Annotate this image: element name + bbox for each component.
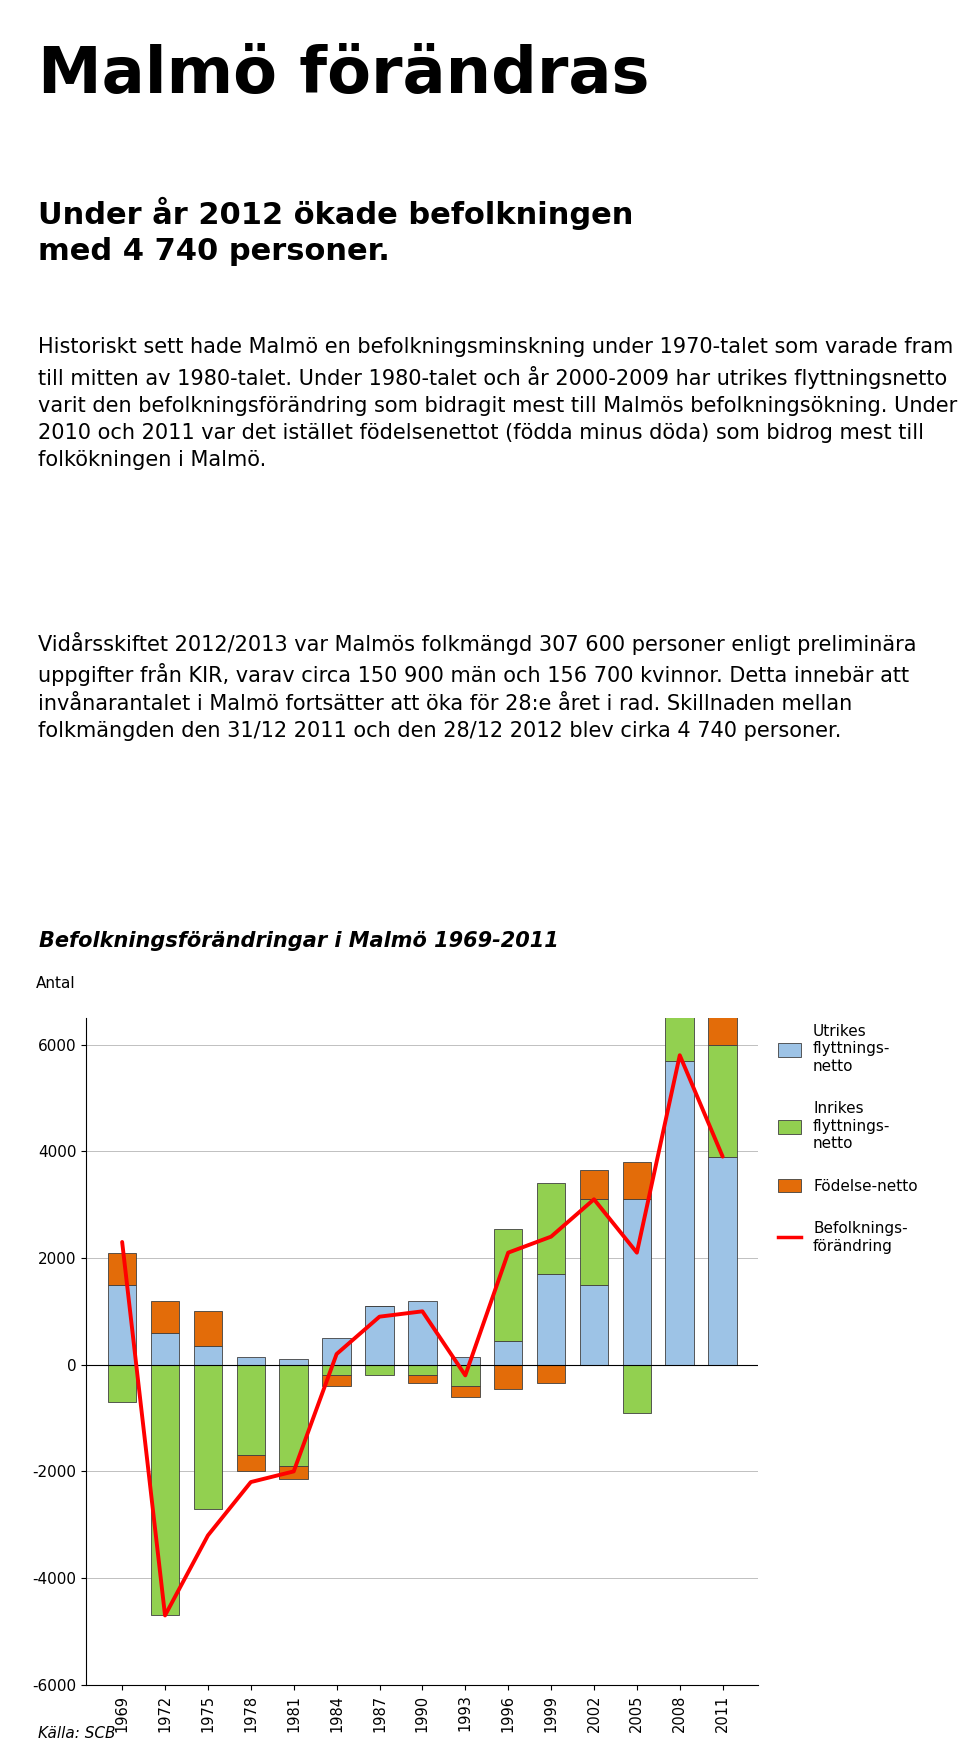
Bar xyxy=(279,1365,308,1465)
Bar xyxy=(408,1376,437,1383)
Bar xyxy=(236,1365,265,1455)
Text: Historiskt sett hade Malmö en befolkningsminskning under 1970-talet som varade f: Historiskt sett hade Malmö en befolkning… xyxy=(38,337,958,470)
Bar xyxy=(194,1365,222,1509)
Bar xyxy=(451,1357,480,1365)
Bar xyxy=(537,1365,565,1383)
Bar xyxy=(365,1365,394,1376)
Bar xyxy=(665,1060,694,1365)
Bar xyxy=(708,1157,737,1365)
Bar xyxy=(151,1300,180,1332)
Bar xyxy=(365,1306,394,1365)
Bar xyxy=(665,916,694,955)
Bar xyxy=(194,1346,222,1365)
Text: Under år 2012 ökade befolkningen
med 4 740 personer.: Under år 2012 ökade befolkningen med 4 7… xyxy=(38,197,634,265)
Bar xyxy=(151,1365,180,1615)
Bar xyxy=(236,1455,265,1471)
Bar xyxy=(623,1162,651,1199)
Legend: Utrikes
flyttnings-
netto, Inrikes
flyttnings-
netto, Födelse-netto, Befolknings: Utrikes flyttnings- netto, Inrikes flytt… xyxy=(772,1018,924,1260)
Bar xyxy=(493,1341,522,1365)
Bar xyxy=(580,1285,609,1365)
Bar xyxy=(493,1365,522,1388)
Text: Befolkningsförändringar i Malmö 1969-2011: Befolkningsförändringar i Malmö 1969-201… xyxy=(39,932,559,951)
Text: Malmö förändras: Malmö förändras xyxy=(38,44,650,105)
Bar xyxy=(323,1376,351,1386)
Bar xyxy=(537,1183,565,1274)
Bar xyxy=(623,1365,651,1413)
Text: Vidårsskiftet 2012/2013 var Malmös folkmängd 307 600 personer enligt preliminära: Vidårsskiftet 2012/2013 var Malmös folkm… xyxy=(38,632,917,741)
Bar xyxy=(708,932,737,1044)
Bar xyxy=(108,1253,136,1285)
Text: Källa: SCB: Källa: SCB xyxy=(38,1725,116,1741)
Bar xyxy=(279,1360,308,1365)
Bar xyxy=(623,1199,651,1365)
Bar xyxy=(580,1199,609,1285)
Bar xyxy=(236,1357,265,1365)
Bar xyxy=(108,1285,136,1365)
Bar xyxy=(279,1465,308,1479)
Bar xyxy=(580,1171,609,1199)
Bar xyxy=(537,1274,565,1365)
Bar xyxy=(323,1365,351,1376)
Bar xyxy=(151,1332,180,1365)
Bar xyxy=(408,1300,437,1365)
Bar xyxy=(493,1228,522,1341)
Bar xyxy=(451,1386,480,1397)
Bar xyxy=(108,1365,136,1402)
Bar xyxy=(408,1365,437,1376)
Bar xyxy=(194,1311,222,1346)
Bar xyxy=(323,1337,351,1365)
Bar xyxy=(665,955,694,1060)
Bar xyxy=(708,1044,737,1157)
Bar xyxy=(451,1365,480,1386)
Text: Antal: Antal xyxy=(36,976,76,992)
